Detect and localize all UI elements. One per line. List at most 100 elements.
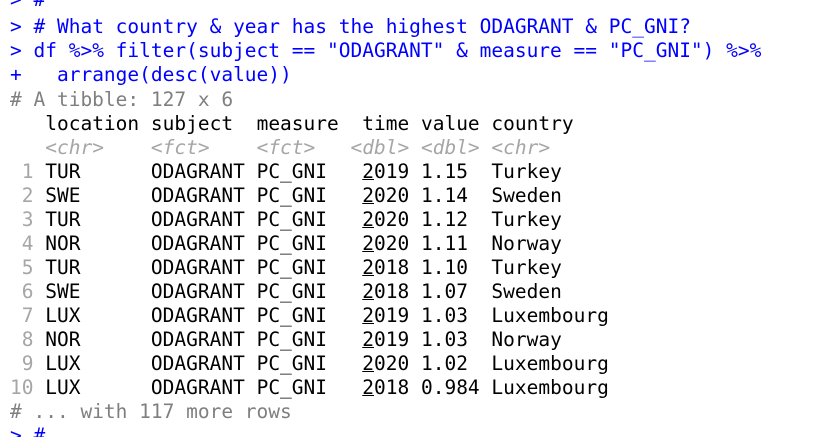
column-name-measure: measure <box>256 112 339 135</box>
cell-location: NOR <box>45 328 151 351</box>
cell-time-lead: 2 <box>362 280 374 303</box>
cell-time-lead: 2 <box>362 376 374 399</box>
table-row: 9 LUX ODAGRANT PC_GNI 2020 1.02 Luxembou… <box>10 352 609 376</box>
cell-value: 1.10 <box>420 256 492 279</box>
cell-subject: ODAGRANT <box>150 160 257 183</box>
cell-country: Turkey <box>491 160 562 183</box>
cell-time-rest: 020 <box>374 208 421 231</box>
cell-country: Norway <box>491 232 562 255</box>
column-type-country: <chr> <box>491 136 609 159</box>
cell-country: Turkey <box>491 208 562 231</box>
console-continuation-line: + arrange(desc(value)) <box>10 63 292 87</box>
cell-time-lead: 2 <box>362 328 374 351</box>
cell-subject: ODAGRANT <box>150 352 257 375</box>
cell-time-lead: 2 <box>362 184 374 207</box>
row-number: 2 <box>10 184 46 207</box>
cell-measure: PC_GNI <box>256 352 351 375</box>
cell-country: Luxembourg <box>491 304 609 327</box>
tibble-column-names: location subject measure time value coun… <box>10 112 609 136</box>
cell-country: Luxembourg <box>491 376 609 399</box>
cell-time-rest: 020 <box>374 352 421 375</box>
cell-value: 1.11 <box>420 232 492 255</box>
cell-subject: ODAGRANT <box>150 328 257 351</box>
cell-time-lead: 2 <box>362 208 374 231</box>
cell-location: NOR <box>45 232 151 255</box>
console-prompt-line[interactable]: > # <box>10 424 46 437</box>
cell-value: 1.15 <box>420 160 492 183</box>
table-row: 3 TUR ODAGRANT PC_GNI 2020 1.12 Turkey <box>10 208 562 232</box>
cell-subject: ODAGRANT <box>150 256 257 279</box>
prompt-symbol: > <box>10 39 22 62</box>
cell-time-rest: 019 <box>374 304 421 327</box>
cell-time-lead: 2 <box>362 160 374 183</box>
cell-measure: PC_GNI <box>256 232 351 255</box>
cell-measure: PC_GNI <box>256 376 351 399</box>
table-row: 4 NOR ODAGRANT PC_GNI 2020 1.11 Norway <box>10 232 562 256</box>
cell-location: TUR <box>45 256 151 279</box>
cell-country: Luxembourg <box>491 352 609 375</box>
cell-time-rest: 018 <box>374 256 421 279</box>
cell-value: 0.984 <box>420 376 492 399</box>
cell-value: 1.03 <box>420 304 492 327</box>
column-type-value: <dbl> <box>420 136 480 159</box>
cell-country: Sweden <box>491 280 562 303</box>
cell-time-rest: 020 <box>374 232 421 255</box>
cell-measure: PC_GNI <box>256 184 351 207</box>
cell-time-rest: 018 <box>374 280 421 303</box>
cell-location: LUX <box>45 352 151 375</box>
cell-location: LUX <box>45 376 151 399</box>
cell-location: TUR <box>45 160 151 183</box>
cell-subject: ODAGRANT <box>150 184 257 207</box>
cell-time-rest: 020 <box>374 184 421 207</box>
cell-subject: ODAGRANT <box>150 280 257 303</box>
table-row: 10 LUX ODAGRANT PC_GNI 2018 0.984 Luxemb… <box>10 376 609 400</box>
cell-location: SWE <box>45 280 151 303</box>
column-type-time: <dbl> <box>350 136 410 159</box>
table-row: 6 SWE ODAGRANT PC_GNI 2018 1.07 Sweden <box>10 280 562 304</box>
row-number: 9 <box>10 352 46 375</box>
cell-location: TUR <box>45 208 151 231</box>
column-name-country: country <box>491 112 609 135</box>
row-number: 4 <box>10 232 46 255</box>
table-row: 1 TUR ODAGRANT PC_GNI 2019 1.15 Turkey <box>10 160 562 184</box>
command-text: # What country & year has the highest OD… <box>21 15 691 38</box>
cell-measure: PC_GNI <box>256 304 351 327</box>
column-type-location: <chr> <box>45 136 140 159</box>
column-name-location: location <box>45 112 140 135</box>
cell-time-lead: 2 <box>362 232 374 255</box>
cell-time-lead: 2 <box>362 304 374 327</box>
table-row: 7 LUX ODAGRANT PC_GNI 2019 1.03 Luxembou… <box>10 304 609 328</box>
cell-location: SWE <box>45 184 151 207</box>
prompt-symbol: > <box>10 0 22 11</box>
row-number: 5 <box>10 256 46 279</box>
command-text: df %>% filter(subject == "ODAGRANT" & me… <box>21 39 762 62</box>
prompt-symbol: > <box>10 15 22 38</box>
row-number: 6 <box>10 280 46 303</box>
column-name-time: time <box>350 112 410 135</box>
cell-time-lead: 2 <box>362 352 374 375</box>
cell-value: 1.03 <box>420 328 492 351</box>
cell-measure: PC_GNI <box>256 208 351 231</box>
cell-measure: PC_GNI <box>256 160 351 183</box>
cell-value: 1.14 <box>420 184 492 207</box>
cell-value: 1.07 <box>420 280 492 303</box>
console-input-line: > df %>% filter(subject == "ODAGRANT" & … <box>10 39 761 63</box>
column-name-value: value <box>420 112 480 135</box>
column-name-subject: subject <box>150 112 245 135</box>
tibble-column-types: <chr> <fct> <fct> <dbl> <dbl> <chr> <box>10 136 609 160</box>
continuation-symbol: + <box>10 63 22 86</box>
tibble-header: # A tibble: 127 x 6 <box>10 88 234 111</box>
cell-measure: PC_GNI <box>256 256 351 279</box>
cell-measure: PC_GNI <box>256 328 351 351</box>
more-rows-note: # ... with 117 more rows <box>10 400 292 423</box>
row-number: 1 <box>10 160 46 183</box>
row-number: 10 <box>10 376 46 399</box>
console-input-line: > # What country & year has the highest … <box>10 15 691 39</box>
cell-measure: PC_GNI <box>256 280 351 303</box>
cell-subject: ODAGRANT <box>150 232 257 255</box>
row-number: 8 <box>10 328 46 351</box>
table-row: 8 NOR ODAGRANT PC_GNI 2019 1.03 Norway <box>10 328 562 352</box>
cell-subject: ODAGRANT <box>150 208 257 231</box>
cell-time-lead: 2 <box>362 256 374 279</box>
